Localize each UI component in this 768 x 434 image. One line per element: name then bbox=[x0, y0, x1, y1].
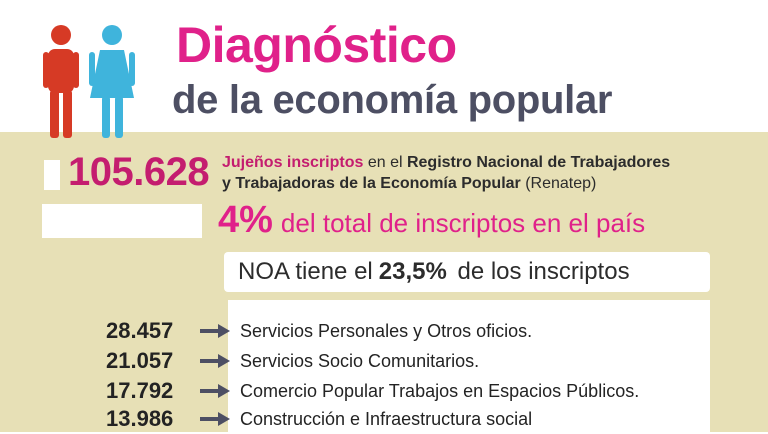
category-label: Comercio Popular Trabajos en Espacios Pú… bbox=[240, 381, 640, 401]
registry-count: 105.628 bbox=[68, 150, 210, 194]
category-count: 28.457 bbox=[106, 318, 174, 343]
category-count: 21.057 bbox=[106, 348, 174, 373]
arrow-right-icon bbox=[200, 412, 230, 426]
share-value: 4% bbox=[218, 199, 273, 241]
noa-suffix: de los inscriptos bbox=[457, 258, 630, 285]
category-label: Servicios Personales y Otros oficios. bbox=[240, 321, 533, 341]
man-figure-icon bbox=[43, 25, 79, 138]
registry-text-segment: Registro Nacional de Trabajadores bbox=[406, 154, 671, 171]
registry-text-segment: Jujeños inscriptos bbox=[222, 154, 364, 171]
page-subtitle: de la economía popular bbox=[172, 78, 613, 122]
header-band bbox=[0, 0, 768, 132]
decorative-block bbox=[42, 204, 202, 238]
registry-description: Jujeños inscriptos en el Registro Nacion… bbox=[222, 152, 692, 194]
category-panel bbox=[228, 300, 710, 432]
list-item: 17.792 Comercio Popular Trabajos en Espa… bbox=[0, 376, 768, 406]
noa-prefix: NOA tiene el bbox=[238, 258, 373, 285]
noa-banner: NOA tiene el 23,5% de los inscriptos bbox=[224, 252, 710, 292]
list-item: 28.457 Servicios Personales y Otros ofic… bbox=[0, 316, 768, 346]
category-count: 17.792 bbox=[106, 378, 174, 403]
list-item: 13.986 Construcción e Infraestructura so… bbox=[0, 404, 768, 434]
list-item: 21.057 Servicios Socio Comunitarios. bbox=[0, 346, 768, 376]
category-count: 13.986 bbox=[106, 406, 174, 431]
share-line: 4% del total de inscriptos en el país bbox=[218, 201, 645, 239]
registry-text-segment: (Renatep) bbox=[520, 175, 597, 192]
category-label: Servicios Socio Comunitarios. bbox=[240, 351, 480, 371]
arrow-right-icon bbox=[200, 384, 230, 398]
page-title: Diagnóstico bbox=[176, 17, 457, 73]
arrow-right-icon bbox=[200, 324, 230, 338]
noa-value: 23,5% bbox=[378, 258, 447, 285]
decorative-block bbox=[44, 160, 60, 190]
category-label: Construcción e Infraestructura social bbox=[240, 409, 533, 429]
woman-figure-icon bbox=[89, 25, 135, 138]
registry-text-segment: en el bbox=[363, 154, 407, 171]
registry-text-segment: y Trabajadoras de la Economía Popular bbox=[222, 175, 521, 192]
share-text: del total de inscriptos en el país bbox=[280, 208, 646, 238]
people-figures bbox=[38, 22, 138, 144]
arrow-right-icon bbox=[200, 354, 230, 368]
